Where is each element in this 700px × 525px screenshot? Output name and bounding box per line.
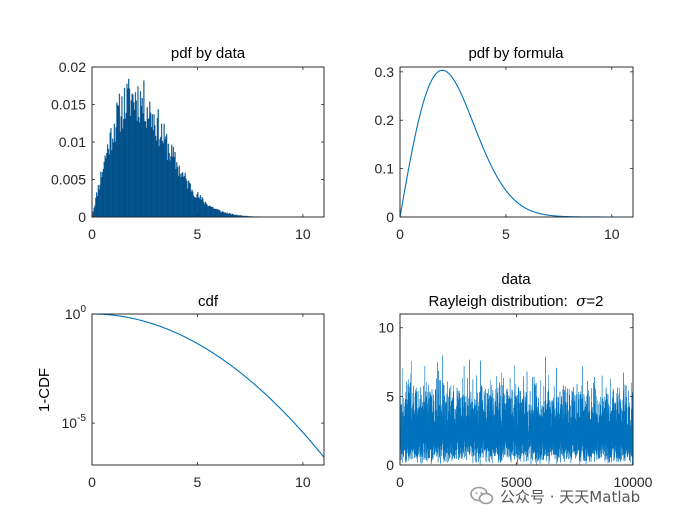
subplot-subtitle: Rayleigh distribution: σ=2 — [429, 292, 604, 310]
subplot-pdf-data: 0 5 10 0 0.005 0.01 0.015 0.02 pdf by data — [51, 45, 325, 242]
y-tick-label: 100 — [65, 304, 87, 322]
subplot-title: data — [501, 271, 531, 288]
ticks: 0 5000 10000 0 5 10 — [378, 314, 653, 490]
ticks: 0 5 10 0 0.1 0.2 0.3 — [375, 64, 633, 242]
ticks: 0 5 10 100 10-5 — [62, 304, 324, 490]
y-tick-label: 0.015 — [51, 97, 86, 113]
x-tick-label: 5 — [502, 226, 510, 242]
subplot-cdf: 0 5 10 100 10-5 cdf 1-CDF — [36, 293, 325, 490]
subplot-title: pdf by formula — [468, 45, 564, 62]
axes-frame — [91, 313, 325, 466]
subplot-title: pdf by data — [171, 45, 246, 62]
watermark-text: 公众号 · 天天Matlab — [500, 487, 641, 506]
y-axis-label: 1-CDF — [36, 368, 53, 412]
axes-box — [399, 66, 634, 218]
subplot-data: 0 5000 10000 0 5 10 data Rayleigh distributio… — [378, 271, 652, 490]
sigma-symbol: σ — [576, 292, 587, 310]
subtitle-prefix: Rayleigh distribution: — [429, 293, 577, 310]
y-tick-label: 0 — [386, 457, 394, 473]
y-tick-label: 5 — [386, 388, 394, 404]
x-tick-label: 5000 — [501, 474, 532, 490]
y-tick-label: 0.3 — [375, 64, 395, 80]
watermark: 公众号 · 天天Matlab — [470, 484, 640, 508]
subplot-title: cdf — [198, 293, 219, 310]
x-tick-label: 10 — [604, 226, 620, 242]
survival-curve-line — [92, 313, 325, 458]
x-tick-label: 10000 — [614, 474, 653, 490]
y-tick-label: 10 — [378, 320, 394, 336]
histogram-bars — [91, 78, 263, 218]
y-tick-label: 10-5 — [62, 413, 87, 431]
x-tick-label: 0 — [88, 226, 96, 242]
samples-line — [399, 355, 634, 465]
axes-frame — [399, 66, 634, 218]
wechat-chat-bubbles-icon — [470, 486, 494, 505]
x-tick-label: 5 — [194, 474, 202, 490]
y-tick-label: 0.2 — [375, 112, 395, 128]
axes-box — [91, 313, 325, 466]
ticks: 0 5 10 0 0.005 0.01 0.015 0.02 — [51, 59, 324, 242]
y-tick-label: 0.005 — [51, 172, 86, 188]
x-tick-label: 10 — [295, 226, 311, 242]
y-tick-label: 0.02 — [59, 59, 86, 75]
y-tick-label: 0 — [78, 209, 86, 225]
y-tick-label: 0.1 — [375, 161, 395, 177]
y-tick-label: 0.01 — [59, 134, 86, 150]
x-tick-label: 10 — [295, 474, 311, 490]
subplot-pdf-formula: 0 5 10 0 0.1 0.2 0.3 pdf by formula — [375, 45, 634, 242]
histogram-bar-group — [91, 78, 263, 218]
y-tick-label: 0 — [386, 209, 394, 225]
x-tick-label: 5 — [194, 226, 202, 242]
x-tick-label: 0 — [396, 474, 404, 490]
x-tick-label: 0 — [396, 226, 404, 242]
subtitle-suffix: =2 — [586, 293, 603, 310]
x-tick-label: 0 — [88, 474, 96, 490]
